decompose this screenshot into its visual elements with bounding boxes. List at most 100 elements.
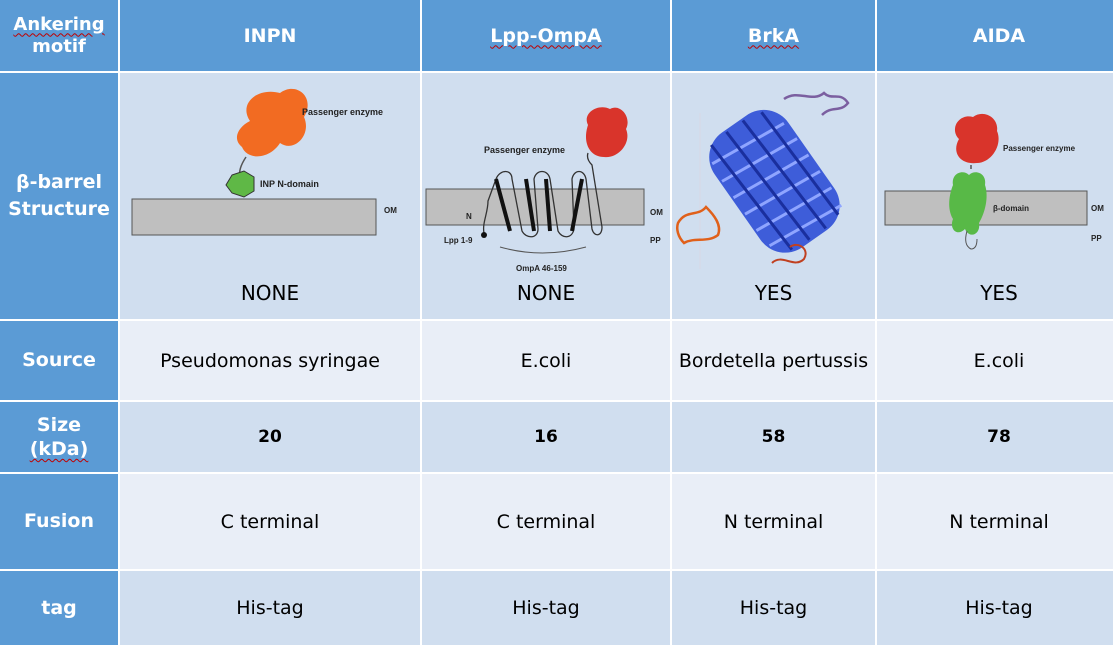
size-value-aida: 78 bbox=[987, 427, 1011, 447]
row-header-size: Size (kDa) bbox=[0, 402, 118, 472]
column-header-brka: BrkA bbox=[672, 0, 875, 71]
beta-strand-2 bbox=[524, 178, 536, 232]
periplasmic-loops-red bbox=[771, 243, 807, 264]
source-value-inpn: Pseudomonas syringae bbox=[160, 349, 380, 372]
size-value-lpp-ompa: 16 bbox=[534, 427, 558, 447]
tag-cell-aida: His-tag bbox=[877, 571, 1113, 645]
lpp-1-9-label: Lpp 1-9 bbox=[444, 236, 473, 245]
source-cell-aida: E.coli bbox=[877, 321, 1113, 400]
structure-cell-aida: Passenger enzyme β-domain OM PP YES bbox=[877, 73, 1113, 319]
fusion-cell-inpn: C terminal bbox=[120, 474, 420, 569]
row-header-tag-label: tag bbox=[41, 596, 77, 619]
passenger-enzyme-shape bbox=[585, 107, 628, 158]
passenger-enzyme-label: Passenger enzyme bbox=[1003, 144, 1076, 153]
periplasmic-loop bbox=[965, 230, 978, 250]
size-cell-inpn: 20 bbox=[120, 402, 420, 472]
size-cell-lpp-ompa: 16 bbox=[422, 402, 670, 472]
beta-domain-label: β-domain bbox=[993, 204, 1029, 213]
structure-value-brka: YES bbox=[754, 281, 793, 305]
ompa-brace bbox=[499, 246, 587, 254]
pp-label: PP bbox=[650, 236, 661, 245]
beta-strand-1 bbox=[494, 178, 512, 232]
corner-header: Ankering motif bbox=[0, 0, 118, 71]
aida-diagram: Passenger enzyme β-domain OM PP bbox=[884, 113, 1104, 250]
passenger-enzyme-label: Passenger enzyme bbox=[484, 145, 565, 155]
column-header-inpn: INPN bbox=[120, 0, 420, 71]
structure-value-lpp-ompa: NONE bbox=[516, 281, 576, 305]
n-terminus-label: N bbox=[466, 212, 472, 221]
periplasmic-loops-orange bbox=[676, 205, 721, 245]
structure-cell-brka: YES bbox=[672, 73, 875, 319]
tag-value-brka: His-tag bbox=[739, 597, 808, 619]
row-header-source: Source bbox=[0, 321, 118, 400]
beta-barrel-group bbox=[709, 109, 843, 253]
om-label: OM bbox=[1091, 204, 1104, 213]
corner-header-line1: Ankering bbox=[13, 13, 105, 35]
fusion-value-brka: N terminal bbox=[723, 510, 824, 533]
row-header-size-line2: (kDa) bbox=[29, 438, 89, 460]
row-header-size-line1: Size bbox=[36, 414, 82, 436]
tag-value-inpn: His-tag bbox=[236, 597, 304, 619]
pp-label: PP bbox=[1091, 234, 1102, 243]
column-header-inpn-label: INPN bbox=[243, 24, 297, 47]
barrel-strands-dark bbox=[710, 111, 840, 251]
source-cell-inpn: Pseudomonas syringae bbox=[120, 321, 420, 400]
tag-cell-brka: His-tag bbox=[672, 571, 875, 645]
size-cell-aida: 78 bbox=[877, 402, 1113, 472]
structure-cell-inpn: Passenger enzyme INP N-domain OM NONE bbox=[120, 73, 420, 319]
passenger-enzyme-shape bbox=[236, 88, 308, 157]
barrel-body bbox=[709, 109, 840, 253]
size-value-brka: 58 bbox=[761, 427, 786, 447]
lpp-ompa-diagram: Passenger enzyme N Lpp 1-9 OmpA 46-159 O… bbox=[425, 107, 663, 273]
ompa-chain bbox=[482, 152, 603, 238]
row-header-source-label: Source bbox=[22, 349, 96, 371]
extracellular-loops bbox=[783, 91, 850, 116]
tag-cell-inpn: His-tag bbox=[120, 571, 420, 645]
source-value-brka: Bordetella pertussis bbox=[678, 349, 869, 372]
row-header-structure: β-barrel Structure bbox=[0, 73, 118, 319]
tag-value-aida: His-tag bbox=[965, 597, 1033, 619]
barrel-strands-light bbox=[711, 122, 843, 248]
structure-value-inpn: NONE bbox=[240, 281, 300, 305]
inp-n-domain-label: INP N-domain bbox=[260, 179, 319, 189]
tag-cell-lpp-ompa: His-tag bbox=[422, 571, 670, 645]
tag-value-lpp-ompa: His-tag bbox=[512, 597, 580, 619]
structure-cell-lpp-ompa: Passenger enzyme N Lpp 1-9 OmpA 46-159 O… bbox=[422, 73, 670, 319]
row-header-tag: tag bbox=[0, 571, 118, 645]
beta-strand-3 bbox=[544, 178, 552, 232]
row-header-fusion: Fusion bbox=[0, 474, 118, 569]
column-header-brka-label: BrkA bbox=[747, 24, 800, 47]
outer-membrane bbox=[131, 198, 377, 236]
fusion-value-inpn: C terminal bbox=[220, 510, 320, 533]
size-cell-brka: 58 bbox=[672, 402, 875, 472]
inp-n-domain-shape bbox=[225, 170, 255, 198]
brka-barrel-diagram bbox=[676, 91, 850, 269]
source-value-lpp-ompa: E.coli bbox=[520, 349, 572, 372]
corner-header-line2: motif bbox=[32, 35, 86, 57]
passenger-enzyme-shape bbox=[954, 113, 999, 164]
om-label: OM bbox=[384, 206, 397, 215]
column-header-lpp-ompa: Lpp-OmpA bbox=[422, 0, 670, 71]
passenger-enzyme-label: Passenger enzyme bbox=[302, 107, 383, 117]
structure-value-aida: YES bbox=[980, 281, 1018, 305]
fusion-cell-brka: N terminal bbox=[672, 474, 875, 569]
lpp-anchor bbox=[481, 232, 487, 238]
column-header-aida: AIDA bbox=[877, 0, 1113, 71]
fusion-cell-aida: N terminal bbox=[877, 474, 1113, 569]
fusion-value-aida: N terminal bbox=[949, 510, 1049, 533]
row-header-fusion-label: Fusion bbox=[24, 510, 94, 532]
beta-domain-shape bbox=[949, 172, 987, 235]
source-value-aida: E.coli bbox=[973, 349, 1025, 372]
inpn-diagram: Passenger enzyme INP N-domain OM bbox=[131, 88, 397, 236]
row-header-structure-line1: β-barrel bbox=[15, 171, 103, 193]
fusion-value-lpp-ompa: C terminal bbox=[496, 510, 596, 533]
column-header-lpp-ompa-label: Lpp-OmpA bbox=[490, 24, 602, 47]
column-header-aida-label: AIDA bbox=[972, 24, 1026, 47]
source-cell-lpp-ompa: E.coli bbox=[422, 321, 670, 400]
beta-strand-4 bbox=[570, 178, 584, 232]
size-value-inpn: 20 bbox=[258, 427, 282, 447]
row-header-structure-line2: Structure bbox=[8, 198, 110, 220]
om-label: OM bbox=[650, 208, 663, 217]
fusion-cell-lpp-ompa: C terminal bbox=[422, 474, 670, 569]
